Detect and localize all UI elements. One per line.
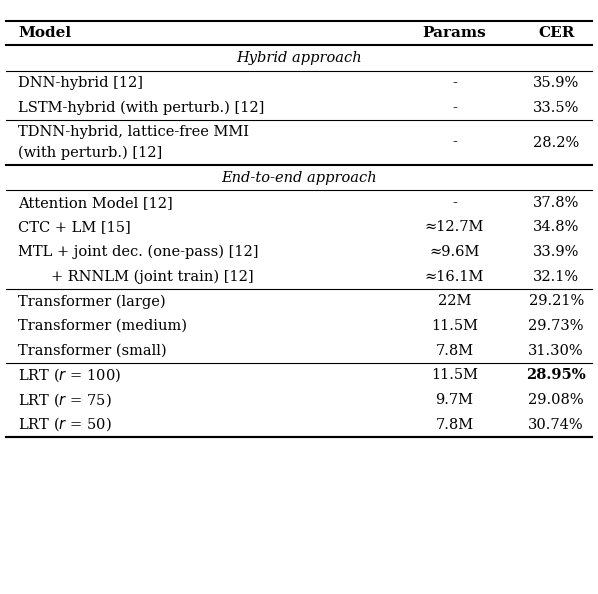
Text: ≈9.6M: ≈9.6M: [429, 245, 480, 259]
Text: Transformer (small): Transformer (small): [18, 343, 167, 358]
Text: Model: Model: [18, 26, 71, 40]
Text: 11.5M: 11.5M: [431, 319, 478, 333]
Text: 28.95%: 28.95%: [526, 368, 586, 383]
Text: 9.7M: 9.7M: [435, 393, 474, 407]
Text: DNN-hybrid [12]: DNN-hybrid [12]: [18, 76, 143, 90]
Text: Params: Params: [423, 26, 486, 40]
Text: 7.8M: 7.8M: [435, 418, 474, 432]
Text: 22M: 22M: [438, 294, 471, 308]
Text: 29.73%: 29.73%: [529, 319, 584, 333]
Text: 28.2%: 28.2%: [533, 135, 579, 150]
Text: -: -: [452, 195, 457, 210]
Text: ≈16.1M: ≈16.1M: [425, 270, 484, 284]
Text: 32.1%: 32.1%: [533, 270, 579, 284]
Text: 11.5M: 11.5M: [431, 368, 478, 383]
Text: MTL + joint dec. (one-pass) [12]: MTL + joint dec. (one-pass) [12]: [18, 245, 258, 259]
Text: -: -: [452, 76, 457, 90]
Text: 37.8%: 37.8%: [533, 195, 579, 210]
Text: 35.9%: 35.9%: [533, 76, 579, 90]
Text: LRT ($r$ = 100): LRT ($r$ = 100): [18, 366, 121, 384]
Text: 30.74%: 30.74%: [528, 418, 584, 432]
Text: TDNN-hybrid, lattice-free MMI: TDNN-hybrid, lattice-free MMI: [18, 125, 249, 139]
Text: (with perturb.) [12]: (with perturb.) [12]: [18, 146, 162, 160]
Text: LRT ($r$ = 75): LRT ($r$ = 75): [18, 391, 112, 409]
Text: 29.21%: 29.21%: [529, 294, 584, 308]
Text: CTC + LM [15]: CTC + LM [15]: [18, 220, 131, 235]
Text: Transformer (medium): Transformer (medium): [18, 319, 187, 333]
Text: 33.5%: 33.5%: [533, 101, 579, 115]
Text: LRT ($r$ = 50): LRT ($r$ = 50): [18, 416, 112, 434]
Text: 34.8%: 34.8%: [533, 220, 579, 235]
Text: + RNNLM (joint train) [12]: + RNNLM (joint train) [12]: [51, 270, 254, 284]
Text: 33.9%: 33.9%: [533, 245, 579, 259]
Text: Transformer (large): Transformer (large): [18, 294, 166, 308]
Text: -: -: [452, 135, 457, 150]
Text: LSTM-hybrid (with perturb.) [12]: LSTM-hybrid (with perturb.) [12]: [18, 101, 264, 115]
Text: Hybrid approach: Hybrid approach: [236, 51, 362, 65]
Text: CER: CER: [538, 26, 574, 40]
Text: 31.30%: 31.30%: [528, 343, 584, 358]
Text: 7.8M: 7.8M: [435, 343, 474, 358]
Text: -: -: [452, 101, 457, 115]
Text: Attention Model [12]: Attention Model [12]: [18, 195, 173, 210]
Text: End-to-end approach: End-to-end approach: [221, 170, 377, 185]
Text: ≈12.7M: ≈12.7M: [425, 220, 484, 235]
Text: 29.08%: 29.08%: [528, 393, 584, 407]
